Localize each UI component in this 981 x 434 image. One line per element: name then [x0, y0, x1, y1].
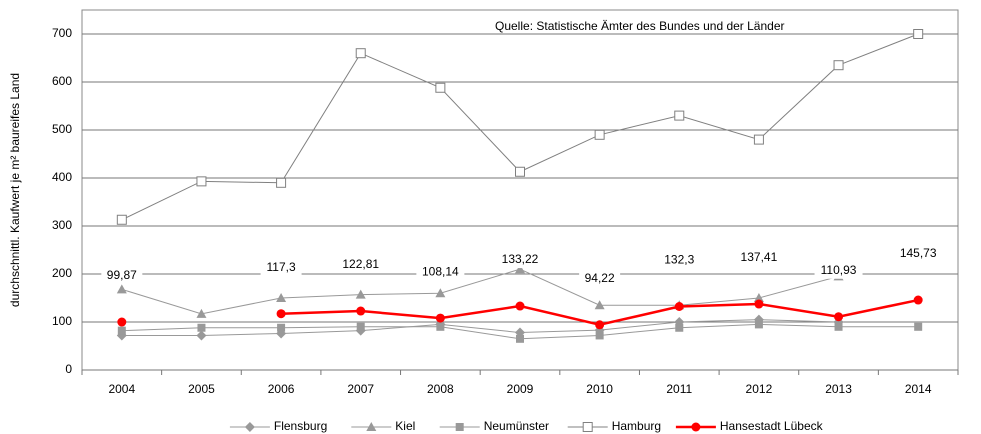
- legend-label: Neumünster: [484, 419, 549, 433]
- x-tick-label: 2009: [507, 382, 534, 396]
- marker: [833, 60, 844, 71]
- data-label: 99,87: [107, 268, 137, 282]
- marker: [435, 82, 446, 93]
- data-label: 110,93: [821, 263, 857, 277]
- data-label-bg: [894, 246, 943, 263]
- data-label-bg: [260, 259, 302, 276]
- y-tick-label: 500: [52, 122, 72, 136]
- marker: [196, 308, 207, 318]
- marker: [754, 299, 764, 309]
- marker: [117, 317, 127, 327]
- y-tick-label: 600: [52, 74, 72, 88]
- x-tick-label: 2013: [825, 382, 852, 396]
- marker: [595, 320, 605, 330]
- marker: [435, 313, 445, 323]
- data-label-bg: [101, 268, 143, 285]
- marker: [834, 322, 843, 331]
- marker: [366, 422, 377, 431]
- marker: [117, 326, 126, 335]
- data-label-bg: [814, 262, 863, 279]
- marker: [674, 110, 685, 121]
- data-label: 145,73: [900, 246, 937, 260]
- marker: [595, 331, 604, 340]
- marker: [515, 264, 525, 274]
- data-label-bg: [734, 250, 783, 267]
- data-label: 108,14: [422, 264, 459, 278]
- series-line: [121, 33, 919, 221]
- x-tick-label: 2012: [746, 382, 773, 396]
- marker: [197, 323, 206, 332]
- marker: [196, 176, 207, 187]
- marker: [515, 301, 525, 311]
- marker: [582, 422, 593, 432]
- x-tick-label: 2008: [427, 382, 454, 396]
- series-line: [121, 319, 839, 336]
- x-tick-label: 2007: [347, 382, 374, 396]
- y-tick-label: 300: [52, 218, 72, 232]
- marker: [675, 323, 684, 332]
- x-tick-label: 2004: [108, 382, 135, 396]
- series-line: [121, 268, 839, 315]
- x-tick-label: 2005: [188, 382, 215, 396]
- marker: [753, 134, 764, 145]
- data-label-bg: [336, 257, 385, 274]
- marker: [277, 323, 286, 332]
- marker: [913, 29, 924, 39]
- marker: [834, 312, 844, 322]
- data-label: 137,41: [741, 250, 778, 264]
- marker: [356, 306, 366, 316]
- marker: [435, 288, 446, 298]
- x-tick-label: 2006: [268, 382, 295, 396]
- x-tick-label: 2011: [666, 382, 692, 396]
- marker: [754, 320, 763, 329]
- data-label-bg: [416, 264, 465, 281]
- x-tick-label: 2014: [905, 382, 932, 396]
- y-tick-label: 700: [52, 26, 72, 40]
- marker: [276, 309, 286, 319]
- data-label: 117,3: [267, 260, 296, 274]
- data-label-bg: [658, 252, 700, 269]
- marker: [515, 166, 525, 177]
- y-tick-label: 400: [52, 170, 72, 184]
- marker: [276, 293, 287, 302]
- marker: [116, 214, 127, 225]
- marker: [356, 322, 365, 331]
- legend-label: Flensburg: [274, 419, 327, 433]
- x-tick-label: 2010: [586, 382, 613, 396]
- legend-label: Hansestadt Lübeck: [720, 419, 824, 433]
- marker: [436, 322, 445, 331]
- marker: [691, 422, 701, 432]
- data-label-bg: [496, 252, 544, 269]
- marker: [244, 422, 255, 432]
- marker: [516, 334, 524, 343]
- y-tick-label: 100: [52, 314, 72, 328]
- marker: [594, 300, 605, 310]
- marker: [914, 322, 923, 331]
- y-tick-label: 200: [52, 266, 72, 280]
- y-tick-label: 0: [65, 362, 72, 376]
- legend-label: Hamburg: [612, 419, 661, 433]
- marker: [355, 48, 366, 59]
- marker: [355, 289, 366, 299]
- marker: [196, 330, 207, 341]
- marker: [674, 301, 684, 311]
- data-label: 132,3: [664, 253, 694, 267]
- data-label-bg: [579, 270, 621, 287]
- data-label: 94,22: [585, 271, 615, 285]
- marker: [455, 423, 464, 431]
- marker: [913, 295, 923, 305]
- marker: [116, 284, 127, 294]
- marker: [753, 293, 764, 302]
- legend-label: Kiel: [395, 419, 415, 433]
- marker: [594, 129, 605, 140]
- y-axis-label: durchschnittl. Kaufwert je m² baureifes …: [8, 73, 22, 307]
- marker: [276, 177, 287, 188]
- annotation: Quelle: Statistische Ämter des Bundes un…: [495, 19, 785, 33]
- data-label: 122,81: [342, 257, 379, 271]
- data-label: 133,22: [502, 252, 539, 266]
